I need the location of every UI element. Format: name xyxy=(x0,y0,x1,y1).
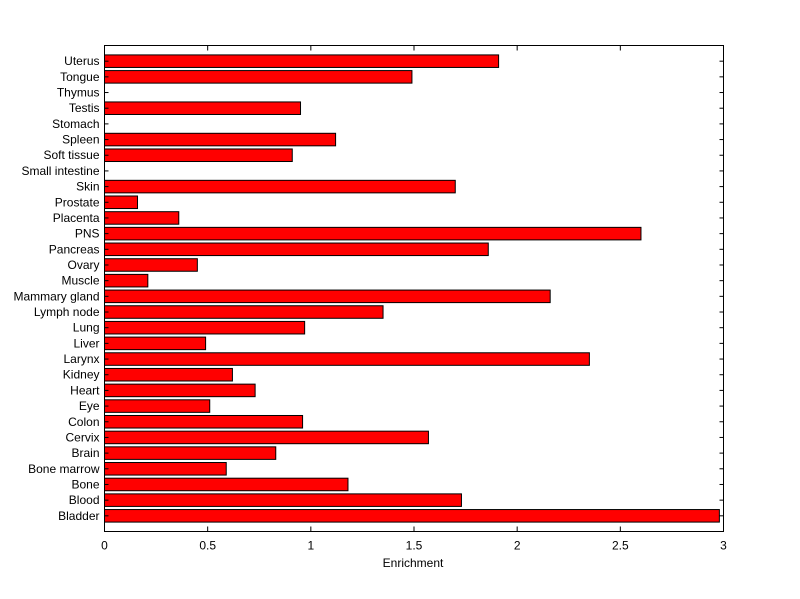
category-label: Cervix xyxy=(65,430,99,444)
category-label: Brain xyxy=(71,446,99,460)
bar-heart xyxy=(104,383,256,398)
bar-ovary xyxy=(104,258,198,272)
bar-lymph-node xyxy=(104,305,384,319)
bars-layer xyxy=(104,54,720,523)
category-label: Stomach xyxy=(52,117,99,131)
x-tick-label: 1 xyxy=(307,539,314,553)
category-label: PNS xyxy=(75,227,100,241)
category-label: Eye xyxy=(79,399,100,413)
x-tick-label: 2 xyxy=(514,539,521,553)
x-tick-label: 2.5 xyxy=(612,539,629,553)
bar-uterus xyxy=(104,54,500,68)
x-tick-labels: 0 0.5 1 1.5 2 2.5 3 xyxy=(101,539,727,553)
category-label: Bone marrow xyxy=(28,462,100,476)
category-label: Ovary xyxy=(67,258,99,272)
category-label: Kidney xyxy=(63,368,100,382)
ticks-layer xyxy=(104,45,724,532)
category-label: Liver xyxy=(73,336,99,350)
bar-brain xyxy=(104,446,277,460)
bar-bladder xyxy=(104,509,720,523)
bar-kidney xyxy=(104,367,233,382)
category-label: Lymph node xyxy=(34,305,100,319)
category-label: Placenta xyxy=(53,211,100,225)
category-label: Prostate xyxy=(55,195,100,209)
category-label: Mammary gland xyxy=(13,289,99,303)
bar-eye xyxy=(104,399,211,413)
category-label: Blood xyxy=(69,493,100,507)
category-label: Larynx xyxy=(63,352,99,366)
bar-liver xyxy=(104,336,207,351)
bar-tongue xyxy=(104,70,413,84)
bar-bone xyxy=(104,477,349,492)
bar-pns xyxy=(104,226,642,241)
bar-muscle xyxy=(104,273,149,288)
category-label: Small intestine xyxy=(21,164,99,178)
bar-larynx xyxy=(104,352,590,366)
x-tick-label: 0 xyxy=(101,539,108,553)
category-label: Colon xyxy=(68,415,99,429)
bar-lung xyxy=(104,320,306,335)
category-label: Bone xyxy=(71,477,99,491)
category-label: Pancreas xyxy=(49,242,100,256)
bar-prostate xyxy=(104,195,139,210)
category-label: Tongue xyxy=(60,70,100,84)
bar-mammary-gland xyxy=(104,289,551,304)
bar-bone-marrow xyxy=(104,462,227,476)
bar-testis xyxy=(104,101,302,115)
category-label: Heart xyxy=(70,383,100,397)
category-label: Testis xyxy=(69,101,100,115)
x-tick-label: 0.5 xyxy=(199,539,216,553)
x-axis-label: Enrichment xyxy=(383,556,444,570)
bar-blood xyxy=(104,493,462,507)
category-label: Uterus xyxy=(64,54,99,68)
bar-cervix xyxy=(104,430,429,445)
x-tick-label: 1.5 xyxy=(406,539,423,553)
category-label: Skin xyxy=(76,180,99,194)
bar-skin xyxy=(104,179,456,194)
category-label: Lung xyxy=(73,321,100,335)
category-label: Soft tissue xyxy=(43,148,99,162)
category-label: Spleen xyxy=(62,133,99,147)
bar-pancreas xyxy=(104,242,489,257)
bar-placenta xyxy=(104,211,180,225)
category-label: Bladder xyxy=(58,509,99,523)
category-label: Thymus xyxy=(57,86,100,100)
bar-spleen xyxy=(104,132,337,147)
bar-colon xyxy=(104,414,304,429)
x-tick-label: 3 xyxy=(720,539,727,553)
bar-soft-tissue xyxy=(104,148,293,163)
category-label: Muscle xyxy=(61,274,99,288)
